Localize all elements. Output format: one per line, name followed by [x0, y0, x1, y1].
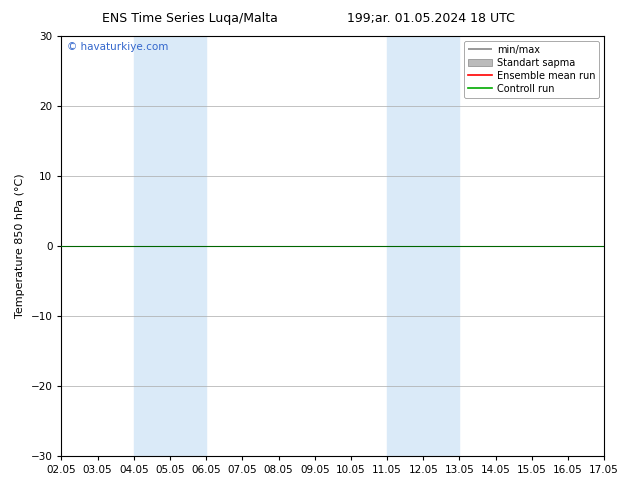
Text: 199;ar. 01.05.2024 18 UTC: 199;ar. 01.05.2024 18 UTC [347, 12, 515, 25]
Legend: min/max, Standart sapma, Ensemble mean run, Controll run: min/max, Standart sapma, Ensemble mean r… [464, 41, 599, 98]
Bar [134, 36, 206, 456]
Text: © havaturkiye.com: © havaturkiye.com [67, 43, 168, 52]
Y-axis label: Temperature 850 hPa (°C): Temperature 850 hPa (°C) [15, 174, 25, 318]
Text: ENS Time Series Luqa/Malta: ENS Time Series Luqa/Malta [102, 12, 278, 25]
Bar [387, 36, 460, 456]
